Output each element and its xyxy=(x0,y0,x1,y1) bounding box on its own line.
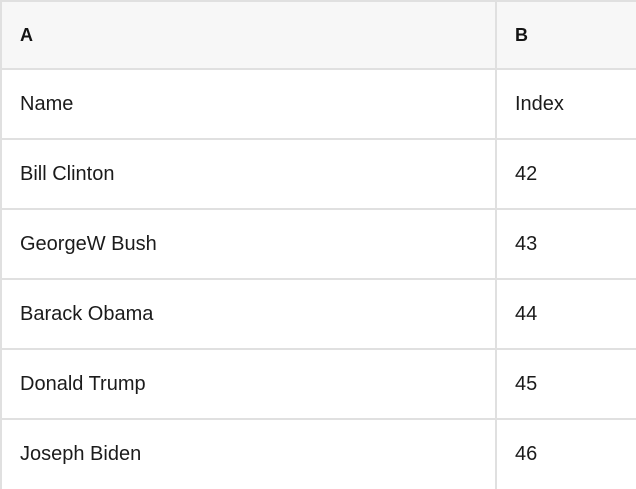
cell-b2[interactable]: 42 xyxy=(497,140,636,208)
cell-a1[interactable]: Name xyxy=(2,70,497,138)
column-header-row: A B xyxy=(2,2,636,70)
cell-b1-value: Index xyxy=(515,92,564,115)
table-row: Name Index xyxy=(2,70,636,140)
cell-a2-value: Bill Clinton xyxy=(20,162,115,185)
cell-b6-value: 46 xyxy=(515,443,538,465)
table-row: Bill Clinton 42 xyxy=(2,140,636,210)
cell-a3[interactable]: GeorgeW Bush xyxy=(2,210,497,278)
cell-a1-value: Name xyxy=(20,92,74,115)
cell-b1[interactable]: Index xyxy=(497,70,636,138)
column-header-a[interactable]: A xyxy=(2,2,497,68)
cell-a4-value: Barack Obama xyxy=(20,302,154,325)
cell-b2-value: 42 xyxy=(515,162,538,185)
column-header-b[interactable]: B xyxy=(497,2,636,68)
cell-a2[interactable]: Bill Clinton xyxy=(2,140,497,208)
cell-a6-value: Joseph Biden xyxy=(20,443,142,465)
cell-b3-value: 43 xyxy=(515,232,538,255)
cell-a5-value: Donald Trump xyxy=(20,372,146,395)
cell-b5[interactable]: 45 xyxy=(497,350,636,418)
cell-a4[interactable]: Barack Obama xyxy=(2,280,497,348)
table-row: Barack Obama 44 xyxy=(2,280,636,350)
table-row: GeorgeW Bush 43 xyxy=(2,210,636,280)
cell-b6[interactable]: 46 xyxy=(497,420,636,489)
cell-a5[interactable]: Donald Trump xyxy=(2,350,497,418)
column-header-b-label: B xyxy=(515,24,528,45)
cell-b4[interactable]: 44 xyxy=(497,280,636,348)
cell-b4-value: 44 xyxy=(515,302,538,325)
cell-a6[interactable]: Joseph Biden xyxy=(2,420,497,489)
table-row: Joseph Biden 46 xyxy=(2,420,636,489)
table-row: Donald Trump 45 xyxy=(2,350,636,420)
cell-a3-value: GeorgeW Bush xyxy=(20,232,157,255)
column-header-a-label: A xyxy=(20,24,33,45)
cell-b5-value: 45 xyxy=(515,372,538,395)
cell-b3[interactable]: 43 xyxy=(497,210,636,278)
